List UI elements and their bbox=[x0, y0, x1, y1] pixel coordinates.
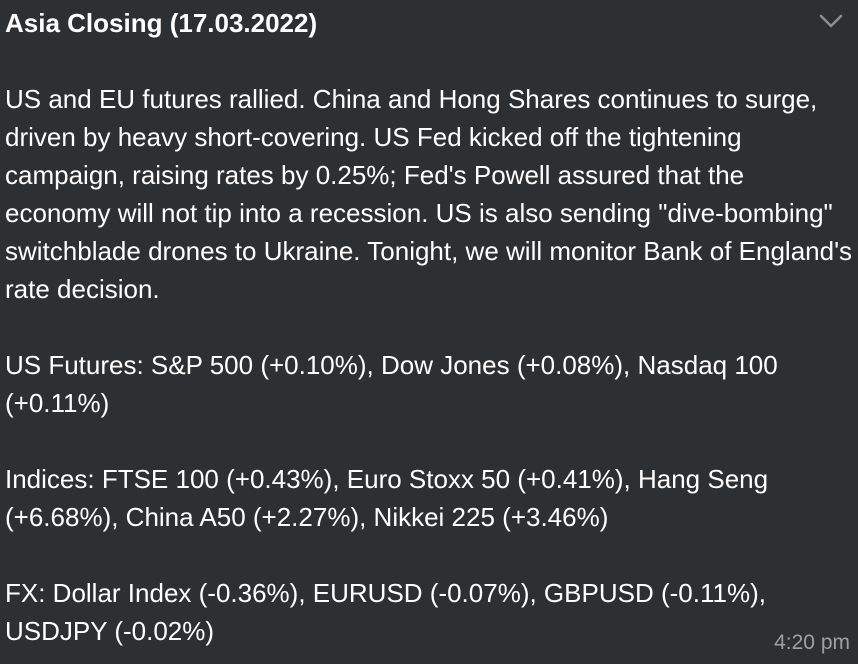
chevron-down-icon[interactable] bbox=[818, 12, 844, 30]
message-body: US and EU futures rallied. China and Hon… bbox=[5, 80, 855, 650]
message-paragraph-fx: FX: Dollar Index (-0.36%), EURUSD (-0.07… bbox=[5, 578, 766, 646]
message-paragraph-indices: Indices: FTSE 100 (+0.43%), Euro Stoxx 5… bbox=[5, 464, 769, 532]
message-title: Asia Closing (17.03.2022) bbox=[5, 8, 318, 38]
message-timestamp: 4:20 pm bbox=[774, 631, 850, 654]
message-paragraph-us-futures: US Futures: S&P 500 (+0.10%), Dow Jones … bbox=[5, 350, 778, 418]
message-paragraph-summary: US and EU futures rallied. China and Hon… bbox=[5, 84, 853, 304]
